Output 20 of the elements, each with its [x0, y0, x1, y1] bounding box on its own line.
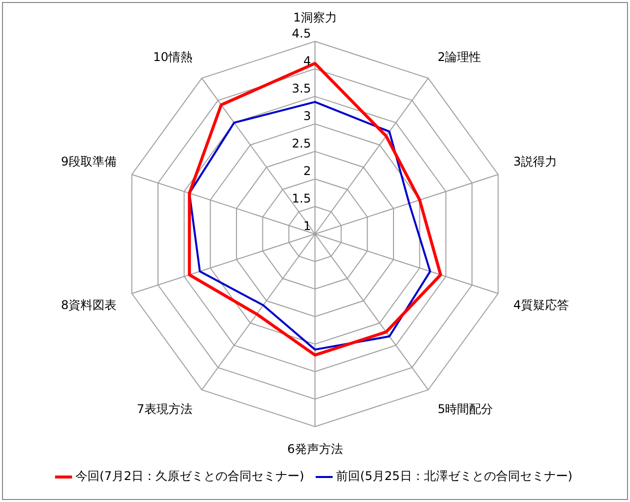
spoke-label: 7表現方法 — [136, 402, 192, 416]
legend-label: 前回(5月25日：北澤ゼミとの合同セミナー) — [336, 469, 572, 484]
spoke-label: 2論理性 — [438, 50, 482, 64]
spoke-label: 6発声方法 — [287, 442, 343, 456]
y-tick-label: 2.5 — [292, 136, 311, 151]
spoke-label: 1洞察力 — [293, 10, 337, 24]
y-tick-label: 1.5 — [292, 192, 311, 206]
legend-label: 今回(7月2日：久原ゼミとの合同セミナー) — [76, 469, 304, 484]
spoke-label: 9段取準備 — [60, 154, 117, 168]
spoke-label: 4質疑応答 — [513, 298, 570, 312]
spoke-label: 8資料図表 — [60, 298, 117, 312]
y-tick-label: 2 — [303, 164, 311, 178]
y-tick-label: 4.5 — [292, 26, 311, 41]
y-tick-label: 3 — [303, 109, 311, 124]
spoke-label: 5時間配分 — [438, 402, 494, 416]
spoke-label: 3説得力 — [513, 154, 558, 168]
y-tick-label: 1 — [303, 219, 311, 234]
y-tick-label: 3.5 — [292, 82, 311, 96]
y-tick-label: 4 — [303, 54, 311, 68]
spoke-label: 10情熱 — [153, 50, 192, 64]
